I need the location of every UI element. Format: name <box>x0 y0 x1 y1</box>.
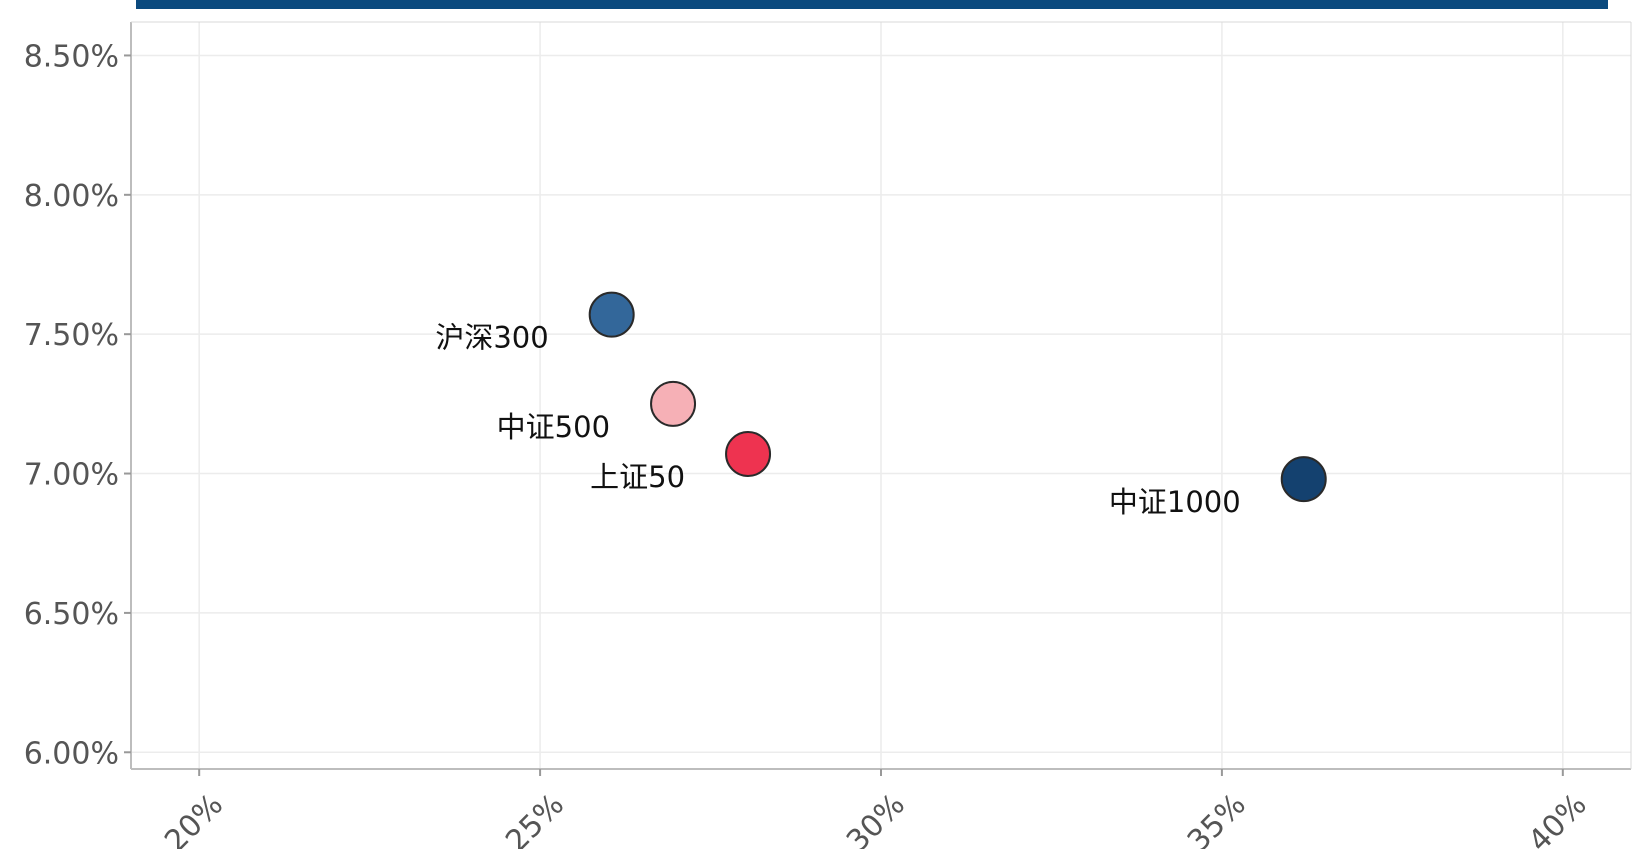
y-tick-label: 8.50% <box>24 39 119 74</box>
x-tick-label: 40% <box>1522 787 1594 849</box>
data-point <box>588 291 635 338</box>
x-tick-label: 20% <box>158 787 230 849</box>
point-label: 中证1000 <box>1109 485 1241 519</box>
y-tick-label: 6.00% <box>24 736 119 771</box>
data-points: 沪深300 中证500 上证50 中证1000 <box>435 291 1327 519</box>
x-tick-label: 35% <box>1181 787 1253 849</box>
y-axis-ticks: 6.00% 6.50% 7.00% 7.50% 8.00% 8.50% <box>24 39 131 771</box>
point-label: 上证50 <box>590 460 685 494</box>
x-axis-ticks: 20% 25% 30% 35% 40% <box>158 769 1594 849</box>
data-point <box>650 380 697 427</box>
y-tick-label: 8.00% <box>24 179 119 214</box>
point-label: 中证500 <box>497 410 610 444</box>
point-label: 沪深300 <box>435 321 548 355</box>
y-tick-label: 7.00% <box>24 458 119 493</box>
grid <box>131 22 1631 769</box>
y-tick-label: 7.50% <box>24 318 119 353</box>
x-tick-label: 25% <box>499 787 571 849</box>
x-tick-label: 30% <box>840 787 912 849</box>
header-bar <box>136 0 1608 9</box>
data-point <box>1280 456 1327 503</box>
y-tick-label: 6.50% <box>24 597 119 632</box>
data-point <box>725 431 772 478</box>
